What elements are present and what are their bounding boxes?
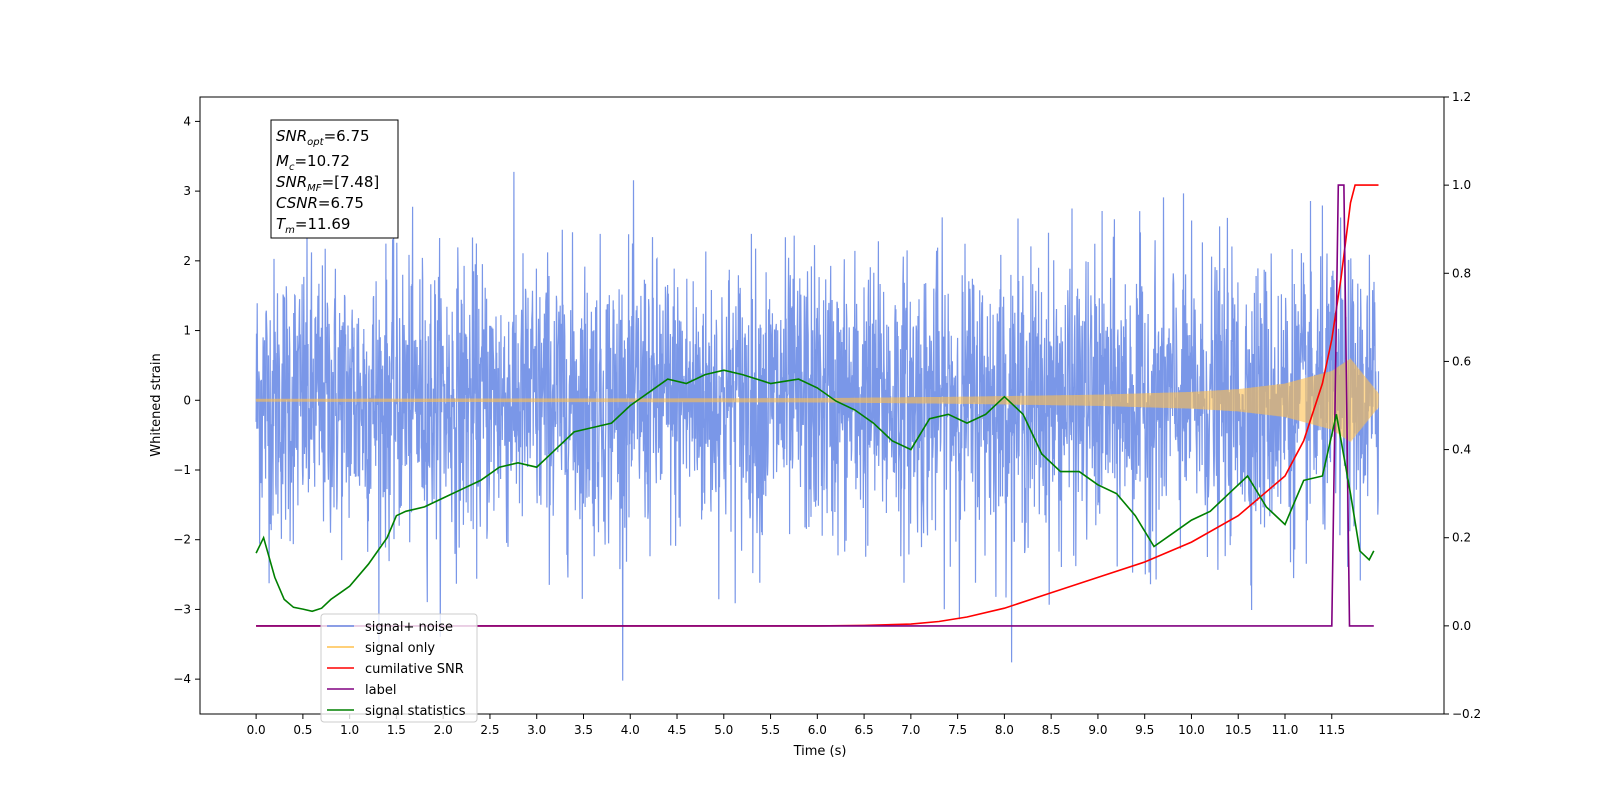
legend-label-signal-only: signal only [365, 641, 435, 656]
series-signal-only [255, 358, 1379, 442]
y-tick-label-right: 0.8 [1452, 266, 1471, 280]
x-tick-label: 2.0 [434, 723, 453, 737]
stats-annotation: SNRopt=6.75 Mc=10.72 SNRMF=[7.48] CSNR=6… [270, 119, 399, 239]
mc-text: Mc=10.72 [276, 152, 350, 173]
y-tick-label-left: 1 [183, 324, 191, 338]
series-cumilative-snr [256, 184, 1379, 627]
x-tick-label: 8.5 [1042, 723, 1061, 737]
legend-label-cumilative-snr: cumilative SNR [365, 662, 464, 677]
y-tick-label-right: 0.4 [1452, 443, 1471, 457]
y-tick-label-right: 1.0 [1452, 178, 1471, 192]
x-tick-label: 0.0 [247, 723, 266, 737]
y-tick-label-right: −0.2 [1452, 707, 1481, 721]
y-axis-right: −0.2 0.0 0.2 0.4 0.6 0.8 1.0 1.2 [1444, 90, 1481, 721]
x-tick-label: 10.0 [1178, 723, 1205, 737]
y-tick-label-left: 0 [183, 393, 191, 407]
x-axis-label: Time (s) [793, 744, 847, 759]
x-tick-label: 0.5 [293, 723, 312, 737]
y-tick-label-left: −3 [173, 602, 191, 616]
y-tick-label-right: 0.0 [1452, 619, 1471, 633]
x-tick-label: 11.0 [1272, 723, 1299, 737]
x-tick-label: 7.5 [948, 723, 967, 737]
x-tick-label: 8.0 [995, 723, 1014, 737]
y-tick-label-right: 0.6 [1452, 354, 1471, 368]
x-tick-label: 1.5 [387, 723, 406, 737]
legend-label-label: label [365, 683, 396, 698]
y-tick-label-left: −4 [173, 672, 191, 686]
x-tick-label: 5.5 [761, 723, 780, 737]
x-tick-label: 6.0 [808, 723, 827, 737]
legend-label-signal-noise: signal+ noise [365, 620, 453, 635]
x-tick-label: 4.5 [667, 723, 686, 737]
legend-label-signal-statistics: signal statistics [365, 704, 466, 719]
tm-text: Tm=11.69 [276, 215, 350, 236]
x-tick-label: 1.0 [340, 723, 359, 737]
series-signal-noise [255, 171, 1380, 681]
x-tick-label: 7.0 [901, 723, 920, 737]
x-tick-label: 3.0 [527, 723, 546, 737]
x-tick-label: 10.5 [1225, 723, 1252, 737]
y-tick-label-left: −1 [173, 463, 191, 477]
y-tick-label-left: 2 [183, 254, 191, 268]
x-tick-label: 5.0 [714, 723, 733, 737]
legend: signal+ noise signal only cumilative SNR la… [320, 613, 478, 723]
y-tick-label-right: 1.2 [1452, 90, 1471, 104]
x-tick-label: 9.0 [1088, 723, 1107, 737]
y-tick-label-right: 0.2 [1452, 531, 1471, 545]
y-tick-label-left: 3 [183, 184, 191, 198]
csnr-text: CSNR=6.75 [276, 194, 364, 212]
x-tick-label: 9.5 [1135, 723, 1154, 737]
x-tick-label: 6.5 [855, 723, 874, 737]
y-axis-left: −4 −3 −2 −1 0 1 2 3 4 [173, 114, 200, 686]
x-tick-label: 2.5 [480, 723, 499, 737]
y-tick-label-left: −2 [173, 533, 191, 547]
stats-annotation-box [270, 119, 399, 239]
axes-frame [199, 96, 1445, 715]
x-tick-label: 4.0 [621, 723, 640, 737]
snr-mf-text: SNRMF=[7.48] [276, 173, 379, 194]
snr-opt-text: SNRopt=6.75 [276, 127, 370, 148]
x-tick-label: 3.5 [574, 723, 593, 737]
y-tick-label-left: 4 [183, 114, 191, 128]
series-layer [255, 171, 1380, 681]
y-axis-label-left: Whitened strain [149, 353, 164, 456]
x-tick-label: 11.5 [1318, 723, 1345, 737]
x-axis: 0.0 0.5 1.0 1.5 2.0 2.5 3.0 3.5 4.0 4.5 5.0 5.5 6.0 6… [247, 714, 1345, 737]
legend-box [320, 613, 478, 723]
series-signal-statistics [255, 369, 1375, 613]
series-label [256, 184, 1374, 627]
